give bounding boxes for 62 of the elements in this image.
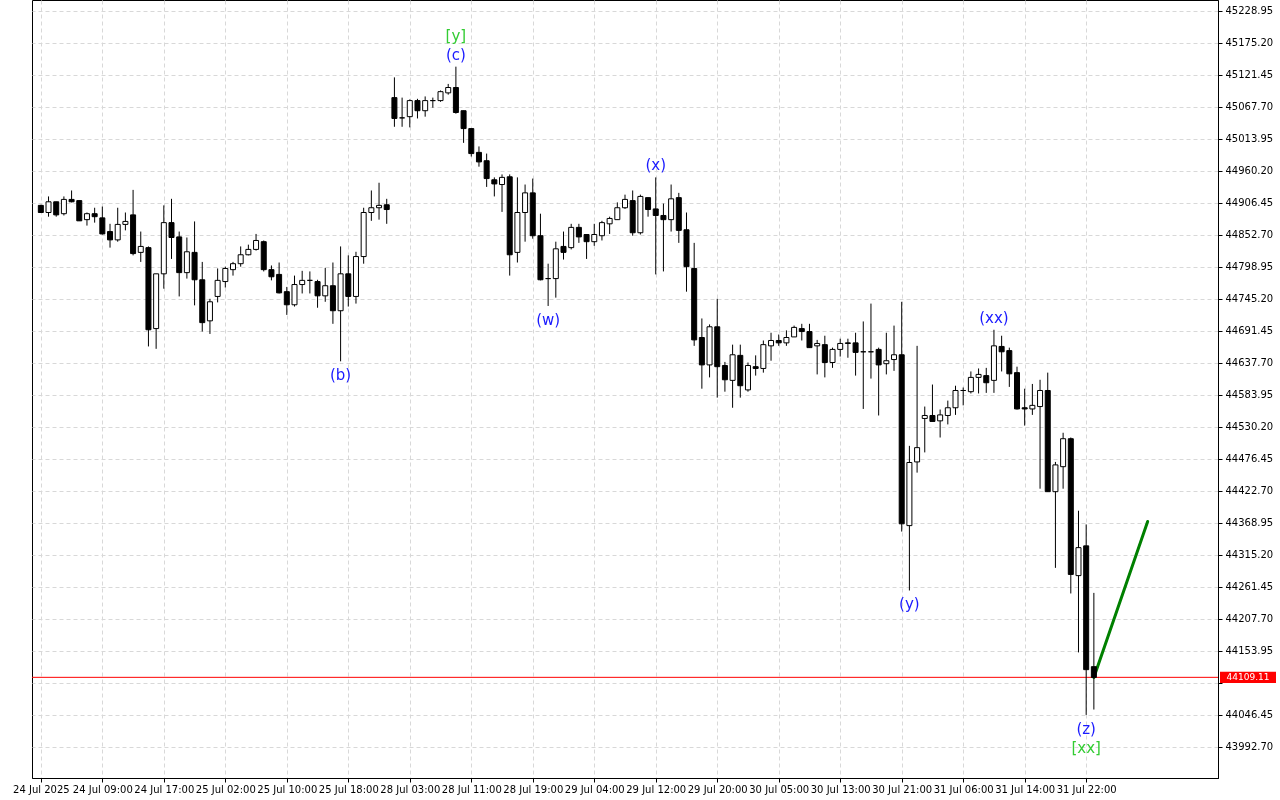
y-tick-label: 44153.95 (1225, 645, 1274, 657)
annotation: (z) (1076, 719, 1096, 738)
y-tick-label: 44691.45 (1225, 325, 1274, 337)
annotation: (b) (329, 366, 352, 385)
ref-line-label: 44109.11 (1226, 672, 1270, 683)
y-tick-label: 44530.20 (1225, 421, 1274, 433)
candlestick (399, 97, 406, 128)
y-tick-label: 44798.95 (1225, 261, 1274, 273)
y-tick-label: 45175.20 (1225, 37, 1274, 49)
y-tick-label: 44852.70 (1225, 229, 1274, 241)
x-tick-label: 24 Jul 09:00 (72, 783, 133, 795)
x-tick-label: 30 Jul 05:00 (749, 783, 810, 795)
candlestick (383, 198, 390, 225)
candlestick (891, 325, 898, 372)
x-tick-label: 25 Jul 10:00 (257, 783, 318, 795)
x-tick-label: 29 Jul 12:00 (626, 783, 687, 795)
y-tick-label: 44207.70 (1225, 613, 1274, 625)
candlestick (391, 76, 398, 128)
y-tick-label: 44315.20 (1225, 549, 1274, 561)
annotation: (xx) (979, 308, 1009, 327)
x-tick-label: 28 Jul 19:00 (503, 783, 564, 795)
y-tick-label: 44476.45 (1225, 453, 1274, 465)
annotation: [y] (445, 26, 467, 45)
annotation: (y) (899, 595, 920, 614)
x-tick-label: 29 Jul 04:00 (564, 783, 625, 795)
y-tick-label: 44046.45 (1225, 709, 1274, 721)
y-tick-label: 44261.45 (1225, 581, 1274, 593)
y-tick-label: 45013.95 (1225, 133, 1274, 145)
x-tick-label: 25 Jul 02:00 (195, 783, 256, 795)
candlestick (107, 223, 114, 249)
candlestick (206, 298, 213, 335)
y-tick-label: 44906.45 (1225, 197, 1274, 209)
annotation: [xx] (1071, 738, 1101, 757)
x-tick-label: 31 Jul 06:00 (933, 783, 994, 795)
x-tick-label: 30 Jul 21:00 (872, 783, 933, 795)
x-tick-label: 28 Jul 11:00 (441, 783, 502, 795)
y-tick-label: 44422.70 (1225, 485, 1274, 497)
y-tick-label: 44637.70 (1225, 357, 1274, 369)
annotation: (w) (536, 310, 561, 329)
annotation: (c) (445, 45, 466, 64)
y-tick-label: 44745.20 (1225, 293, 1274, 305)
x-tick-label: 24 Jul 17:00 (134, 783, 195, 795)
y-tick-label: 44368.95 (1225, 517, 1274, 529)
y-tick-label: 44583.95 (1225, 389, 1274, 401)
x-tick-label: 30 Jul 13:00 (810, 783, 871, 795)
x-tick-label: 31 Jul 14:00 (995, 783, 1056, 795)
candlestick (1090, 592, 1097, 711)
candlestick (499, 173, 506, 213)
candlestick (99, 206, 106, 236)
y-tick-label: 43992.70 (1225, 741, 1274, 753)
x-tick-label: 24 Jul 2025 (13, 783, 70, 795)
y-tick-label: 44960.20 (1225, 165, 1274, 177)
y-tick-label: 45121.45 (1225, 69, 1274, 81)
y-tick-label: 45067.70 (1225, 101, 1274, 113)
annotation: (x) (645, 156, 667, 175)
x-tick-label: 28 Jul 03:00 (380, 783, 441, 795)
candlestick (230, 261, 236, 277)
y-tick-label: 45228.95 (1225, 5, 1274, 17)
x-tick-label: 25 Jul 18:00 (318, 783, 379, 795)
x-tick-label: 31 Jul 22:00 (1056, 783, 1117, 795)
candlestick (491, 176, 498, 197)
x-tick-label: 29 Jul 20:00 (687, 783, 748, 795)
